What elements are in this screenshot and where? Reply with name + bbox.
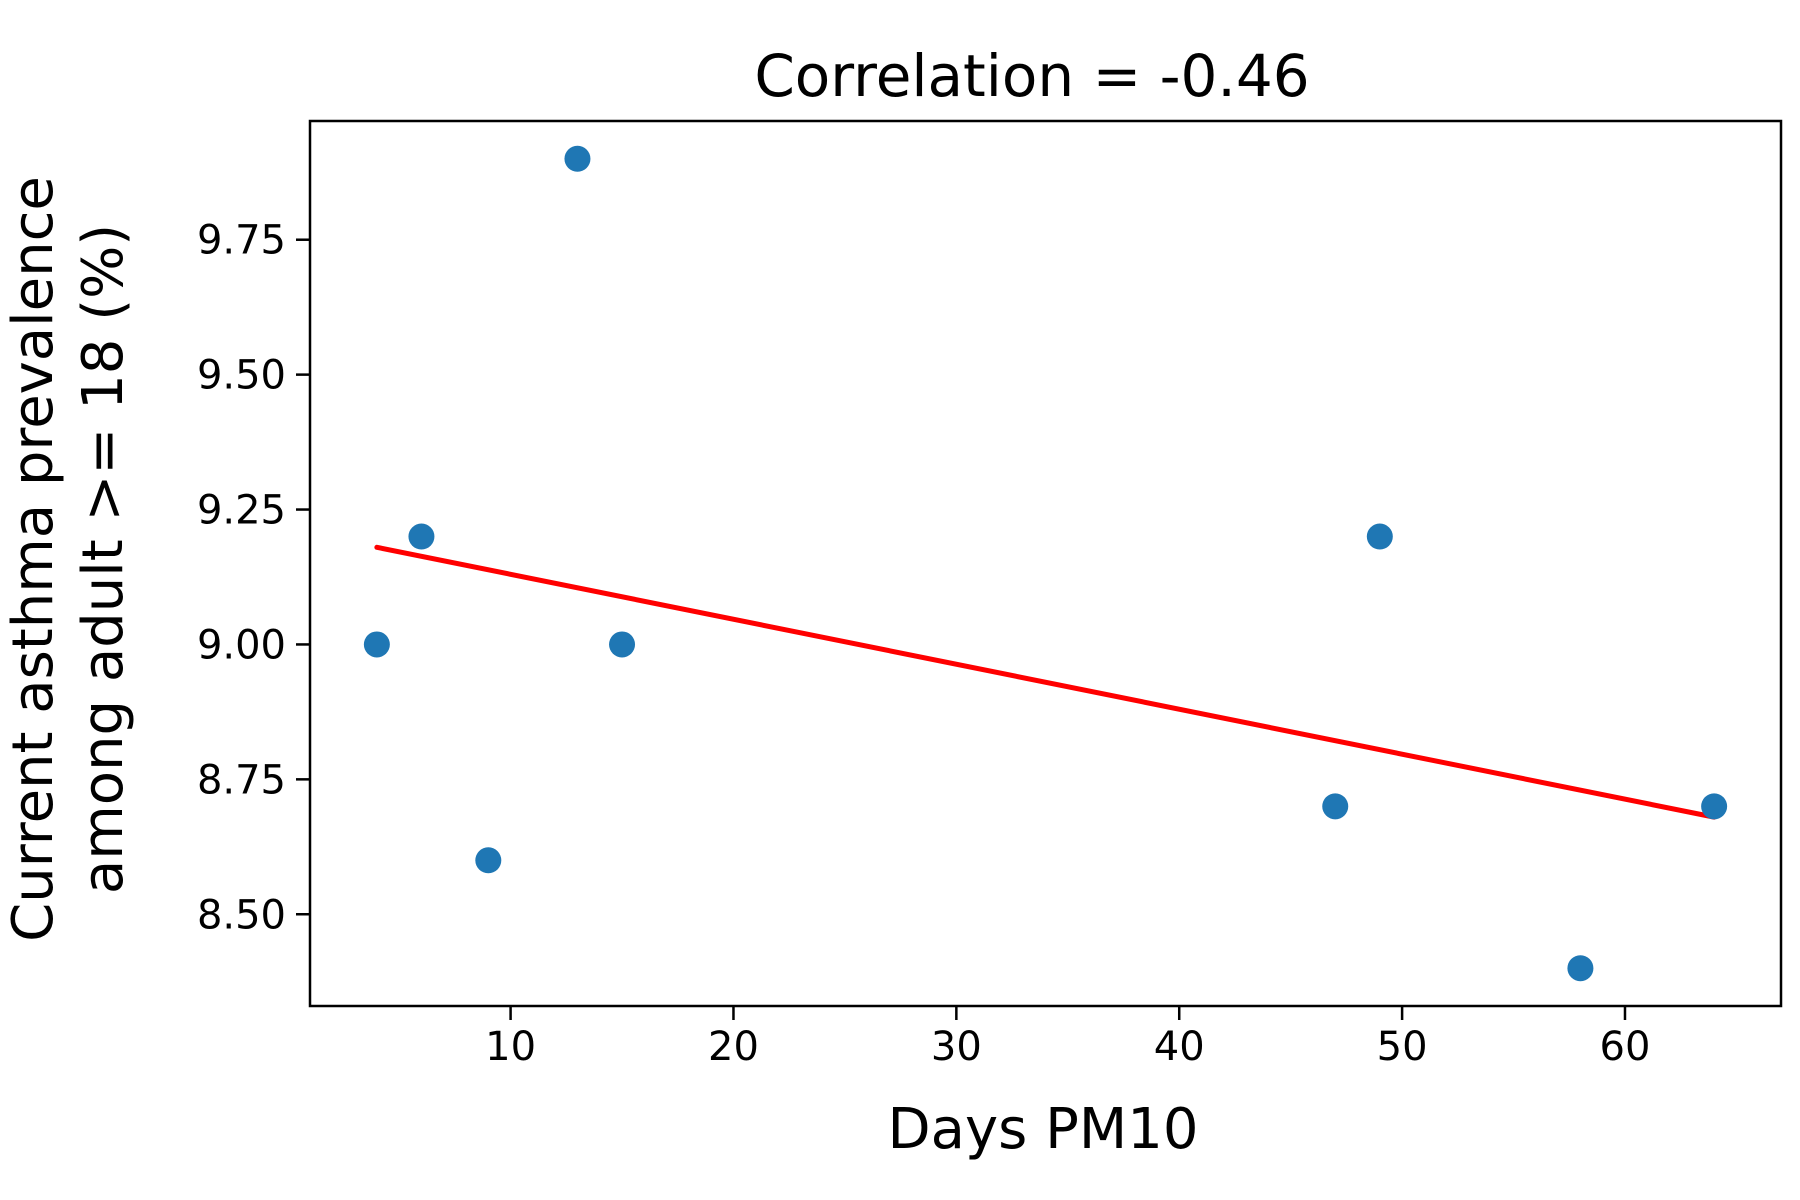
data-point xyxy=(408,523,435,550)
y-axis-title-line-2: among adult >= 18 (%) xyxy=(71,224,136,894)
x-tick-label: 40 xyxy=(1154,1024,1205,1070)
x-tick-label: 30 xyxy=(931,1024,982,1070)
x-axis-title: Days PM10 xyxy=(888,1097,1199,1162)
y-tick-label: 9.75 xyxy=(197,218,286,264)
data-point xyxy=(1701,793,1728,820)
y-tick-label: 9.50 xyxy=(197,353,286,399)
data-point xyxy=(1567,955,1594,982)
y-tick-label: 9.25 xyxy=(197,488,286,534)
y-tick-label: 8.50 xyxy=(197,892,286,938)
data-point xyxy=(475,847,502,874)
data-point xyxy=(1366,523,1393,550)
data-point xyxy=(564,145,591,172)
data-point xyxy=(1322,793,1349,820)
y-tick-label: 8.75 xyxy=(197,757,286,803)
x-tick-label: 50 xyxy=(1377,1024,1428,1070)
x-tick-label: 60 xyxy=(1600,1024,1651,1070)
chart-title: Correlation = -0.46 xyxy=(754,42,1309,110)
y-axis-title: Current asthma prevalence among adult >=… xyxy=(1,176,136,942)
x-tick-label: 10 xyxy=(485,1024,536,1070)
plot-frame xyxy=(308,119,1783,1008)
y-tick-label: 9.00 xyxy=(197,622,286,668)
data-point xyxy=(363,631,390,658)
x-tick-label: 20 xyxy=(708,1024,759,1070)
y-axis-title-line-1: Current asthma prevalence xyxy=(1,176,66,942)
data-point xyxy=(609,631,636,658)
trend-line xyxy=(374,544,1717,820)
plot-area: 10 20 30 40 50 60 8.50 8.75 9.00 9.25 9.50 9.75 xyxy=(197,119,1783,1070)
